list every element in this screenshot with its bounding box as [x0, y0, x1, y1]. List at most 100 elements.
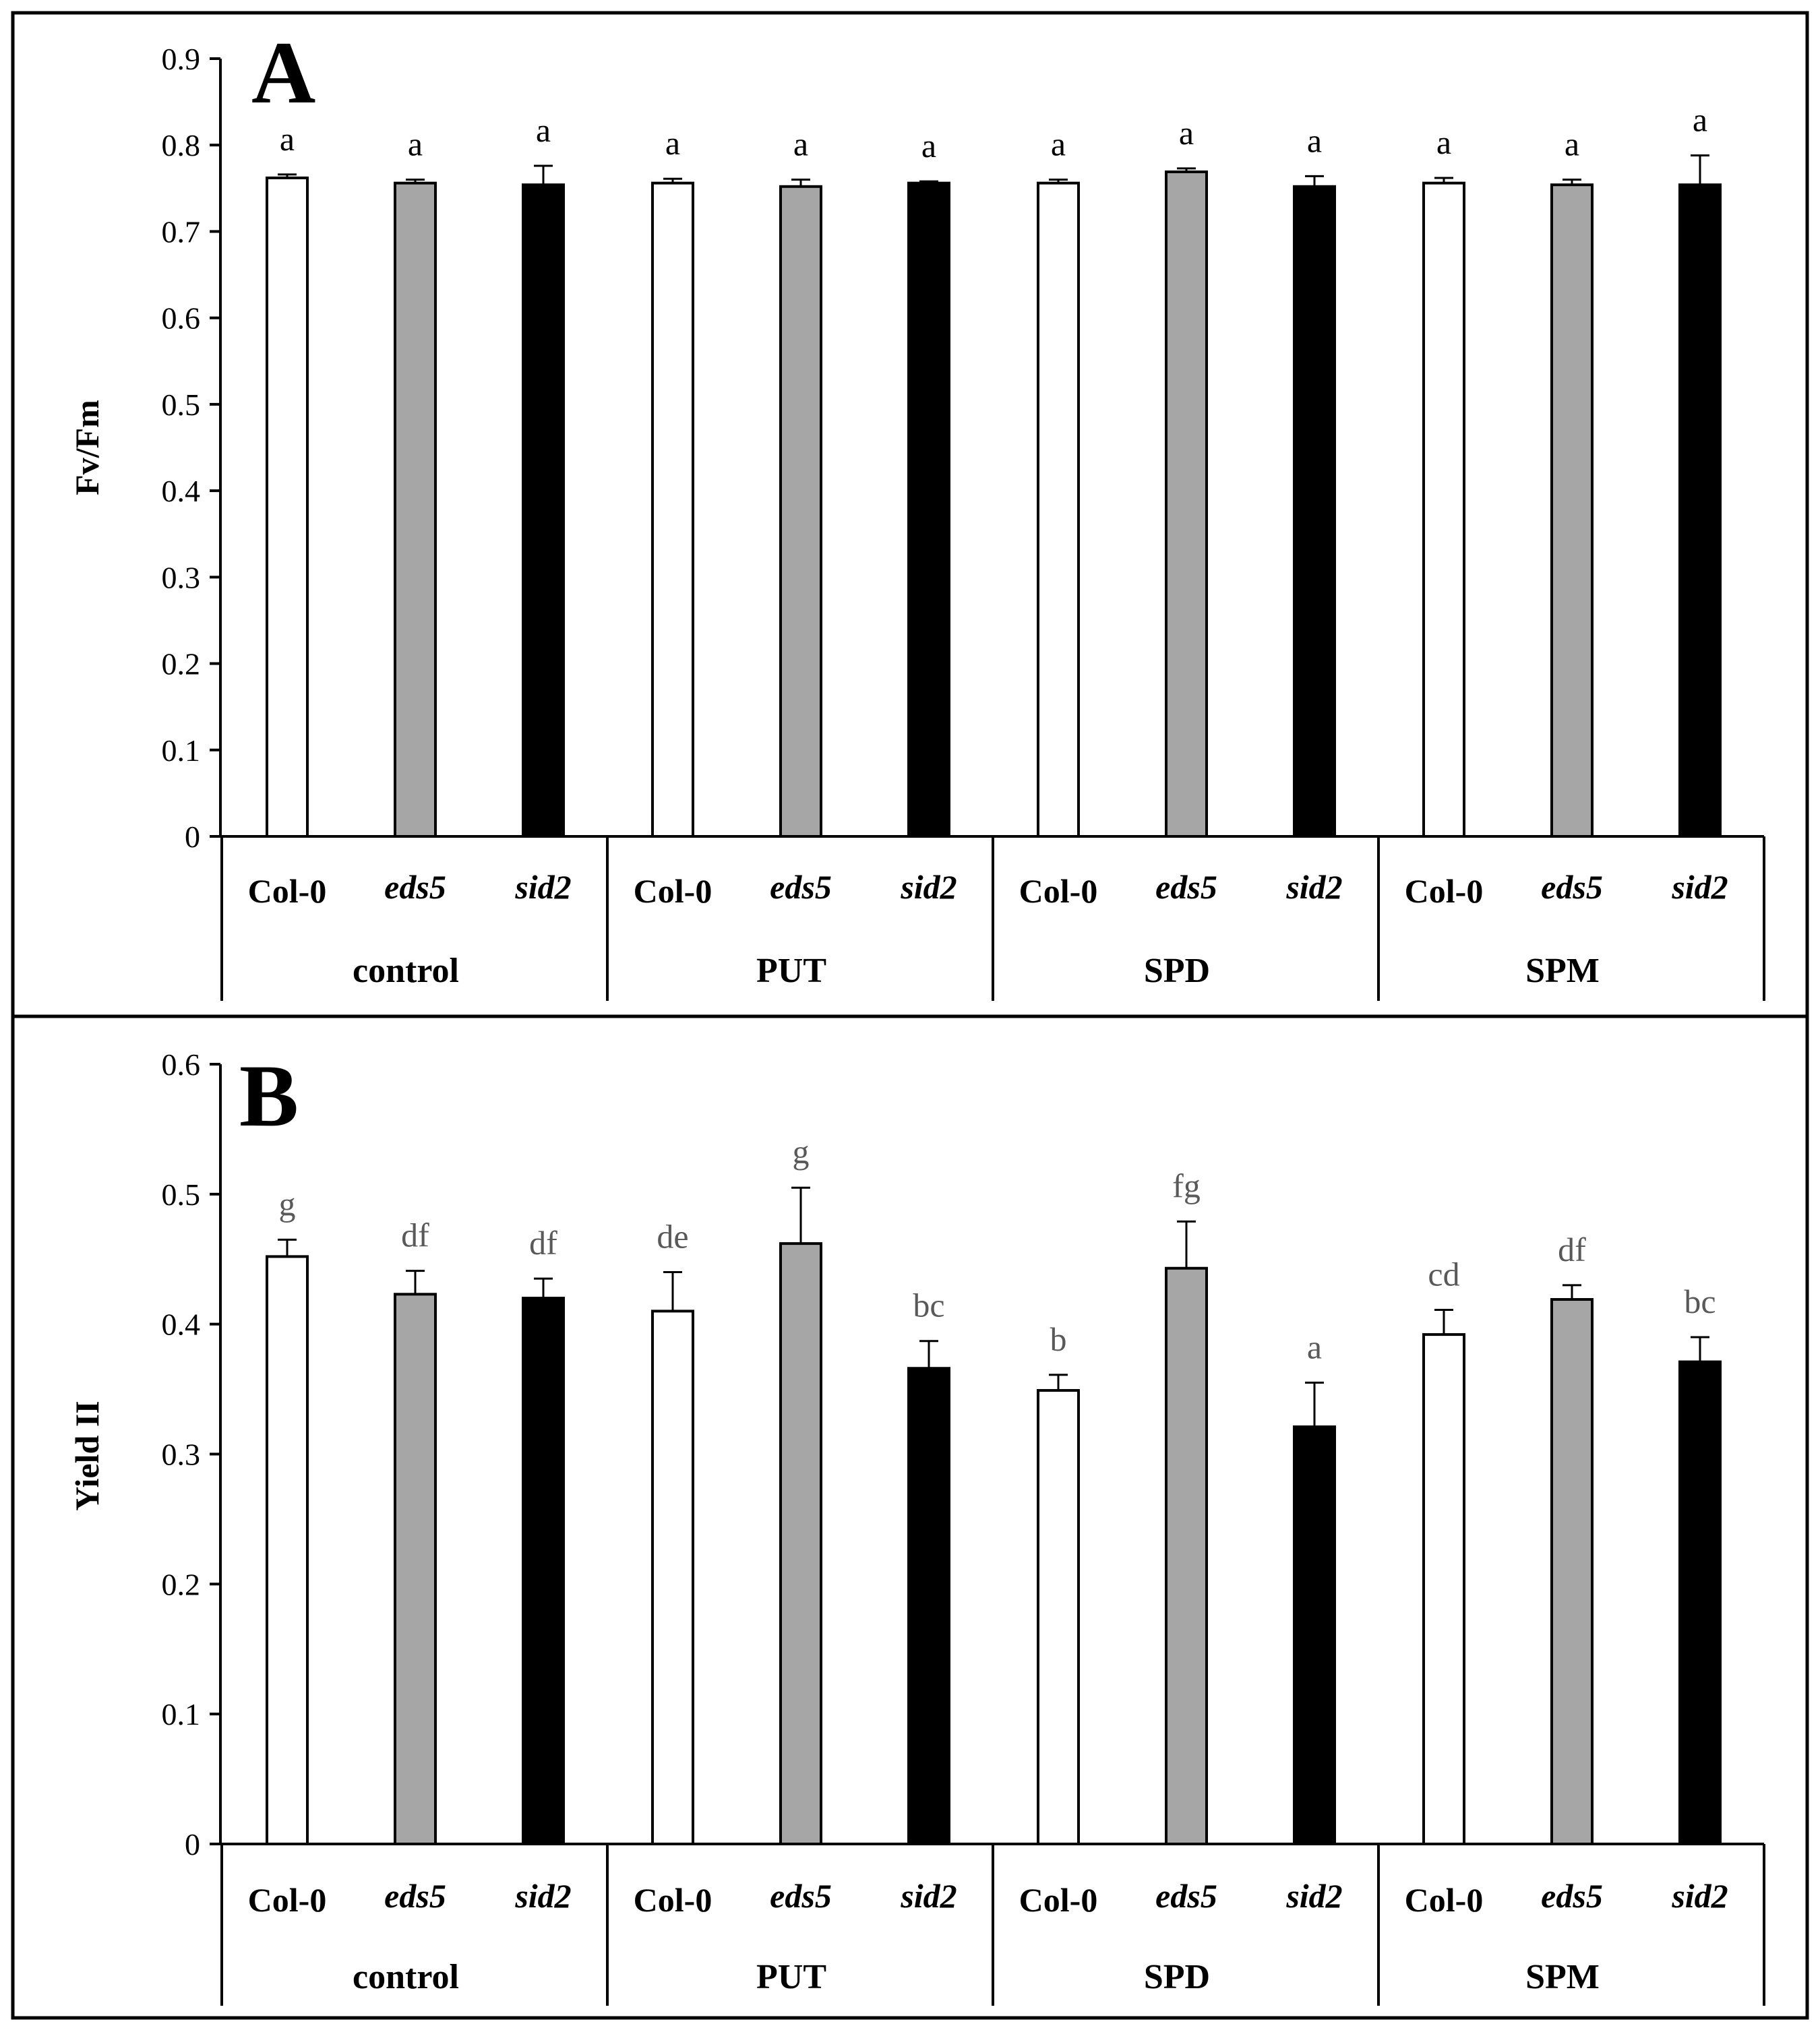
- x-category-label: eds5: [1541, 868, 1603, 906]
- bar-spm-col-0: [1422, 181, 1465, 838]
- bar-spd-col-0: [1037, 1389, 1080, 1846]
- bar-spd-eds5: [1165, 170, 1208, 838]
- x-category-label: eds5: [384, 868, 446, 906]
- bar-spd-sid2: [1293, 1425, 1336, 1845]
- x-category-label: sid2: [900, 1877, 957, 1915]
- significance-letter: g: [279, 1185, 296, 1223]
- x-category-label: sid2: [1285, 1877, 1342, 1915]
- x-category-label: Col-0: [248, 1881, 327, 1919]
- x-category-label: eds5: [770, 1877, 832, 1915]
- significance-letter: a: [1436, 123, 1451, 161]
- significance-letter: a: [280, 120, 295, 158]
- x-category-label: sid2: [1671, 868, 1728, 906]
- significance-letter: a: [536, 111, 551, 149]
- bar-put-col-0: [651, 181, 694, 838]
- bar-control-eds5: [394, 1293, 437, 1845]
- x-group-label: control: [353, 1958, 459, 1996]
- significance-letter: a: [408, 125, 423, 163]
- y-tick-label: 0.4: [162, 474, 201, 508]
- panel-b-y-axis-title: Yield II: [68, 1401, 106, 1510]
- bar-spd-col-0: [1037, 181, 1080, 838]
- x-category-label: sid2: [514, 868, 571, 906]
- x-group-label: PUT: [756, 952, 826, 990]
- x-category-label: eds5: [1155, 1877, 1217, 1915]
- y-tick-label: 0.6: [162, 301, 201, 336]
- y-tick-label: 0.3: [162, 560, 201, 594]
- x-group-label: control: [353, 952, 459, 990]
- bar-control-col-0: [266, 176, 309, 838]
- significance-letter: df: [529, 1224, 557, 1262]
- x-category-label: eds5: [770, 868, 832, 906]
- x-group-label: SPM: [1525, 952, 1600, 990]
- significance-letter: g: [793, 1133, 810, 1171]
- significance-letter: bc: [1684, 1283, 1716, 1320]
- significance-letter: cd: [1428, 1255, 1459, 1293]
- y-tick-label: 0.4: [162, 1308, 201, 1342]
- panel-b-label: B: [239, 1046, 299, 1145]
- x-category-label: Col-0: [1019, 1881, 1098, 1919]
- y-tick-label: 0.6: [162, 1047, 201, 1082]
- x-category-label: sid2: [514, 1877, 571, 1915]
- panel-b-frame: [11, 1014, 1809, 2020]
- panel-a-chart: A Fv/Fm a a a a a a a a a a a a 0 0.1 0.2 0.3 0.4 0.5 0.6 0…: [68, 23, 1765, 1001]
- significance-letter: a: [1565, 125, 1579, 163]
- x-group-label: SPD: [1144, 952, 1210, 990]
- x-category-label: sid2: [1285, 868, 1342, 906]
- significance-letter: df: [401, 1217, 429, 1254]
- bar-put-eds5: [779, 1242, 822, 1845]
- x-category-label: Col-0: [248, 872, 327, 910]
- x-group-label: SPD: [1144, 1958, 1210, 1996]
- y-tick-label: 0.2: [162, 1567, 201, 1601]
- x-category-label: sid2: [1671, 1877, 1728, 1915]
- x-group-label: PUT: [756, 1958, 826, 1996]
- bar-spm-eds5: [1550, 1298, 1594, 1845]
- x-category-label: Col-0: [634, 1881, 712, 1919]
- bar-put-eds5: [779, 185, 822, 838]
- x-category-label: eds5: [384, 1877, 446, 1915]
- bar-put-col-0: [651, 1310, 694, 1845]
- significance-letter: a: [1179, 114, 1194, 152]
- bar-put-sid2: [907, 1367, 950, 1845]
- y-tick-label: 0.3: [162, 1438, 201, 1472]
- significance-letter: a: [921, 127, 936, 164]
- panel-b-chart: B Yield II g df df de g bc b fg a cd df bc 0 0.1 0.2 0.…: [68, 1046, 1765, 2006]
- bar-control-sid2: [522, 183, 565, 838]
- bar-spd-eds5: [1165, 1266, 1208, 1845]
- bar-spd-sid2: [1293, 185, 1336, 838]
- y-tick-label: 0.8: [162, 128, 201, 162]
- bar-spm-eds5: [1550, 183, 1594, 838]
- y-tick-label: 0: [185, 820, 200, 854]
- panel-a-y-axis-title: Fv/Fm: [68, 400, 106, 495]
- x-group-label: SPM: [1525, 1958, 1600, 1996]
- x-category-label: sid2: [900, 868, 957, 906]
- bar-spm-col-0: [1422, 1333, 1465, 1846]
- y-tick-label: 0.5: [162, 1177, 201, 1212]
- bar-control-col-0: [266, 1255, 309, 1845]
- significance-letter: bc: [913, 1287, 944, 1324]
- significance-letter: a: [793, 125, 808, 163]
- y-tick-label: 0.7: [162, 214, 201, 249]
- significance-letter: a: [1693, 101, 1707, 139]
- y-tick-label: 0.2: [162, 647, 201, 681]
- y-tick-label: 0.1: [162, 733, 201, 768]
- x-category-label: Col-0: [634, 872, 712, 910]
- x-category-label: Col-0: [1405, 1881, 1484, 1919]
- y-tick-label: 0.1: [162, 1697, 201, 1731]
- bar-control-sid2: [522, 1297, 565, 1845]
- significance-letter: a: [1307, 121, 1322, 159]
- bar-spm-sid2: [1678, 1360, 1722, 1846]
- significance-letter: b: [1050, 1320, 1067, 1358]
- x-category-label: Col-0: [1405, 872, 1484, 910]
- y-tick-label: 0.5: [162, 388, 201, 422]
- significance-letter: a: [1307, 1328, 1322, 1365]
- bar-put-sid2: [907, 181, 950, 838]
- x-category-label: Col-0: [1019, 872, 1098, 910]
- significance-letter: df: [1558, 1231, 1586, 1268]
- x-category-label: eds5: [1541, 1877, 1603, 1915]
- bar-spm-sid2: [1678, 183, 1722, 838]
- y-tick-label: 0.9: [162, 42, 201, 76]
- significance-letter: a: [1051, 125, 1066, 163]
- bar-control-eds5: [394, 181, 437, 838]
- significance-letter: de: [657, 1218, 688, 1256]
